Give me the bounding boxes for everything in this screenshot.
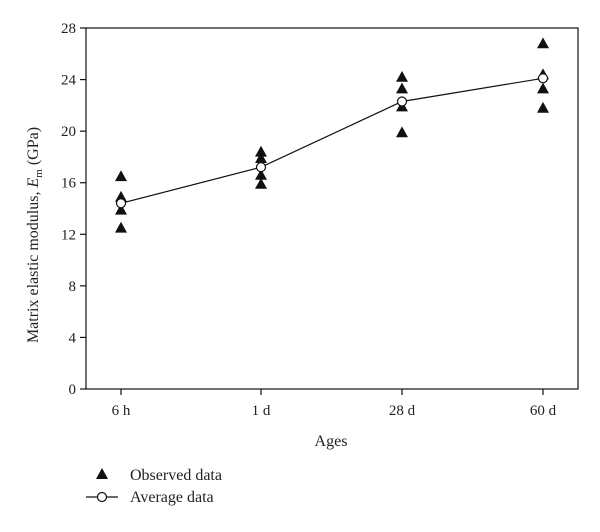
observed-point: [115, 221, 127, 233]
y-axis: 0 4 8 12 16 20 24 28: [61, 21, 86, 398]
y-tick-label: 16: [61, 176, 77, 192]
observed-point: [396, 71, 408, 82]
x-axis: 6 h 1 d 28 d 60 d: [112, 389, 557, 419]
observed-point: [396, 82, 408, 94]
observed-point: [255, 152, 267, 163]
observed-point: [115, 170, 127, 182]
observed-point: [537, 82, 549, 94]
average-point: [396, 96, 408, 107]
observed-point: [396, 126, 408, 138]
average-point: [537, 73, 549, 84]
x-tick-label: 28 d: [389, 403, 416, 419]
legend-triangle-icon: [96, 468, 108, 479]
average-point: [115, 198, 127, 209]
observed-point: [255, 145, 267, 157]
y-tick-label: 20: [61, 124, 76, 140]
x-tick-label: 1 d: [252, 403, 271, 419]
average-point: [255, 162, 267, 173]
y-tick-label: 8: [69, 279, 77, 295]
x-tick-label: 6 h: [112, 403, 131, 419]
y-tick-label: 4: [69, 330, 77, 346]
legend-average-label: Average data: [130, 489, 214, 506]
observed-point: [255, 178, 267, 189]
observed-point: [255, 169, 267, 180]
legend: Observed data Average data: [86, 467, 222, 506]
y-tick-label: 0: [69, 382, 77, 398]
average-series-line: [120, 77, 544, 204]
legend-circle-icon: [96, 491, 108, 503]
observed-point: [115, 203, 127, 215]
observed-points: [115, 37, 549, 233]
plot-border: [85, 27, 579, 390]
legend-observed-label: Observed data: [130, 467, 222, 484]
observed-point: [115, 190, 127, 202]
plot-frame: [85, 27, 579, 390]
x-axis-label: Ages: [315, 433, 348, 450]
y-tick-label: 24: [61, 73, 77, 89]
y-axis-label: Matrix elastic modulus, Em (GPa): [25, 127, 45, 343]
average-line: [120, 77, 544, 204]
x-tick-label: 60 d: [530, 403, 557, 419]
y-tick-label: 28: [61, 21, 76, 37]
y-tick-label: 12: [61, 227, 76, 243]
observed-point: [537, 101, 549, 113]
average-points: [115, 73, 549, 209]
observed-point: [537, 37, 549, 49]
